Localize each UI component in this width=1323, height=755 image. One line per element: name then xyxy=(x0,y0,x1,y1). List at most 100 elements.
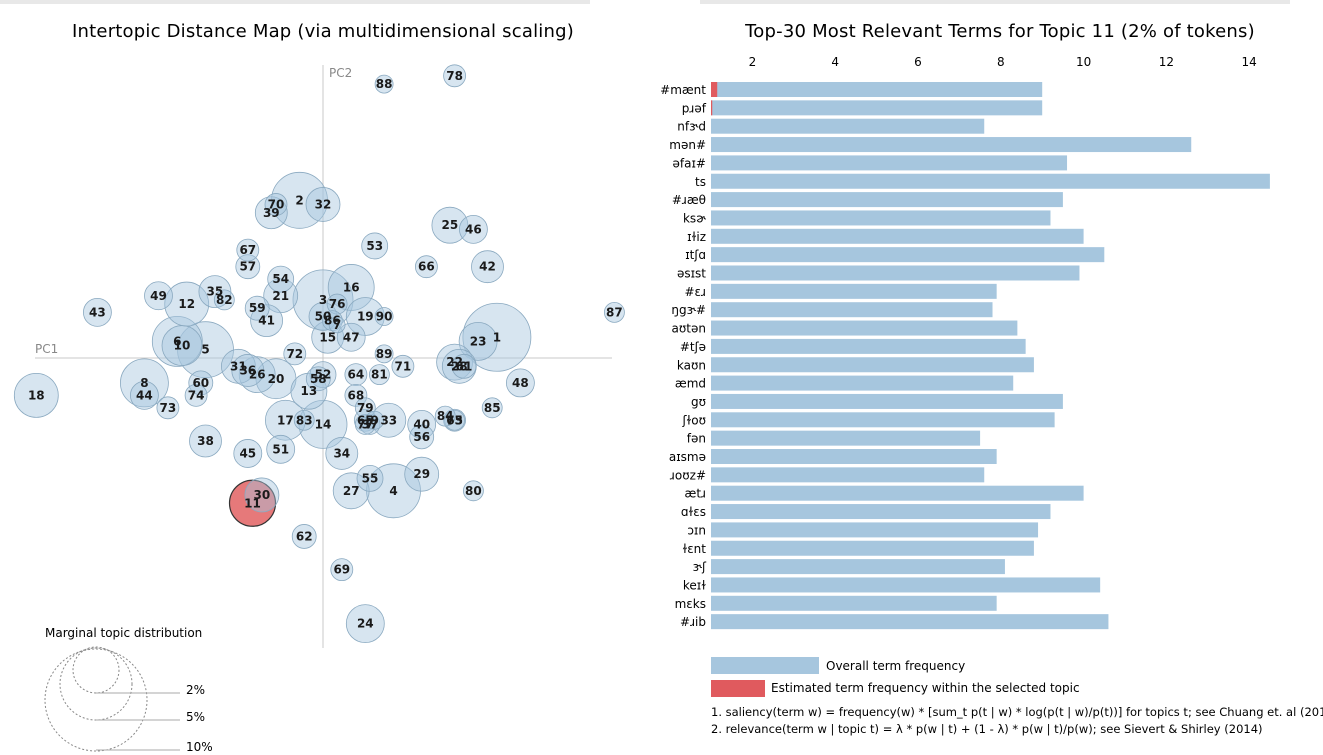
term-label-14[interactable]: #tʃə xyxy=(680,340,706,354)
topic-bubble-86[interactable] xyxy=(321,310,343,332)
topic-bubble-27[interactable] xyxy=(332,472,370,510)
topic-bubble-29[interactable] xyxy=(404,456,440,492)
term-label-1[interactable]: pɹəf xyxy=(682,101,707,115)
term-label-2[interactable]: nfɝd xyxy=(677,120,706,134)
overall-bar-13[interactable] xyxy=(711,320,1018,336)
overall-bar-14[interactable] xyxy=(711,338,1026,354)
overall-bar-1[interactable] xyxy=(711,100,1043,116)
term-label-27[interactable]: keɪɫ xyxy=(683,578,706,592)
term-label-19[interactable]: fən xyxy=(687,432,706,446)
term-label-12[interactable]: ŋgɝ# xyxy=(671,303,706,317)
topic-bubble-17[interactable] xyxy=(264,399,306,441)
overall-bar-11[interactable] xyxy=(711,283,997,299)
topic-bubble-80[interactable] xyxy=(462,480,484,502)
topic-bubble-56[interactable] xyxy=(409,424,435,450)
term-label-8[interactable]: ɪɫiz xyxy=(687,230,706,244)
overall-bar-5[interactable] xyxy=(711,173,1270,189)
topic-bubble-18[interactable] xyxy=(13,372,59,418)
topic-bubble-10[interactable] xyxy=(161,325,203,366)
term-label-17[interactable]: gʊ xyxy=(691,395,706,409)
topic-bubble-70[interactable] xyxy=(264,193,288,216)
topic-bubble-16[interactable] xyxy=(327,264,375,311)
overall-bar-22[interactable] xyxy=(711,485,1084,501)
overall-bar-27[interactable] xyxy=(711,577,1101,593)
topic-bubble-62[interactable] xyxy=(291,524,317,549)
topic-bubbles[interactable]: 1234567891011121314151617181920212223242… xyxy=(13,64,625,643)
topic-bubble-85[interactable] xyxy=(481,397,503,419)
term-label-29[interactable]: #ɹib xyxy=(680,615,706,629)
overall-bar-24[interactable] xyxy=(711,522,1039,538)
topic-bubble-47[interactable] xyxy=(336,322,366,352)
topic-bubble-36[interactable] xyxy=(231,354,265,387)
topic-bubble-40[interactable] xyxy=(407,409,437,439)
topic-bubble-39[interactable] xyxy=(254,196,288,230)
topic-bubble-8[interactable] xyxy=(119,358,169,408)
term-label-25[interactable]: ɫɛnt xyxy=(682,542,706,556)
term-label-16[interactable]: æmd xyxy=(675,377,706,391)
topic-bubble-67[interactable] xyxy=(236,238,260,262)
topic-bubble-22[interactable] xyxy=(436,343,474,381)
topic-bubble-24[interactable] xyxy=(345,604,385,643)
topic-bubble-69[interactable] xyxy=(330,558,354,582)
topic-bubble-33[interactable] xyxy=(371,402,407,438)
topic-bubble-43[interactable] xyxy=(83,297,112,327)
topic-bubble-76[interactable] xyxy=(326,293,348,315)
topic-bubble-13[interactable] xyxy=(290,372,328,410)
topic-bubble-6[interactable] xyxy=(151,315,203,367)
topic-bubble-71[interactable] xyxy=(391,354,415,378)
term-label-13[interactable]: aʊtən xyxy=(672,322,706,336)
topic-bubble-87[interactable] xyxy=(604,301,625,323)
overall-bar-10[interactable] xyxy=(711,265,1080,281)
topic-bubble-64[interactable] xyxy=(344,363,368,387)
topic-bubble-68[interactable] xyxy=(344,383,368,407)
term-label-20[interactable]: aɪsmə xyxy=(669,450,706,464)
topic-bubble-42[interactable] xyxy=(471,250,504,284)
topic-bubble-3[interactable] xyxy=(292,269,354,331)
overall-bar-12[interactable] xyxy=(711,302,993,318)
term-label-6[interactable]: #ɹæθ xyxy=(672,193,706,207)
topic-bubble-61[interactable] xyxy=(451,353,477,379)
topic-bubble-54[interactable] xyxy=(267,265,295,293)
topic-bubble-32[interactable] xyxy=(305,187,341,222)
topic-bubble-26[interactable] xyxy=(238,356,276,394)
overall-bar-29[interactable] xyxy=(711,614,1109,630)
term-label-18[interactable]: ʃɫoʊ xyxy=(681,413,706,427)
topic-bubble-30[interactable] xyxy=(244,477,280,513)
topic-bubble-48[interactable] xyxy=(506,368,535,398)
overall-bar-17[interactable] xyxy=(711,393,1063,409)
term-label-24[interactable]: ɔɪn xyxy=(687,523,706,537)
topic-bubble-9[interactable] xyxy=(365,410,385,430)
topic-bubble-57[interactable] xyxy=(235,254,261,280)
term-label-11[interactable]: #ɛɹ xyxy=(684,285,706,299)
topic-bubble-83[interactable] xyxy=(293,409,315,431)
overall-bar-18[interactable] xyxy=(711,412,1055,428)
overall-bar-15[interactable] xyxy=(711,357,1034,373)
topic-bubble-44[interactable] xyxy=(129,380,159,410)
topic-bubble-45[interactable] xyxy=(233,439,263,468)
overall-bar-19[interactable] xyxy=(711,430,981,446)
topic-bubble-25[interactable] xyxy=(431,206,469,244)
topic-bubble-73[interactable] xyxy=(156,396,180,420)
overall-bar-28[interactable] xyxy=(711,595,997,611)
overall-bar-3[interactable] xyxy=(711,137,1192,153)
overall-bar-9[interactable] xyxy=(711,247,1105,263)
topic-bubble-49[interactable] xyxy=(144,281,173,311)
overall-bar-0[interactable] xyxy=(711,82,1043,97)
topic-bubble-34[interactable] xyxy=(325,437,359,470)
topic-bubble-77[interactable] xyxy=(354,413,376,435)
overall-bar-26[interactable] xyxy=(711,559,1005,575)
topic-bubble-66[interactable] xyxy=(414,255,438,279)
topic-bubble-81[interactable] xyxy=(368,364,390,386)
overall-bar-6[interactable] xyxy=(711,192,1063,208)
overall-bar-2[interactable] xyxy=(711,118,985,134)
topic-bubble-11[interactable] xyxy=(228,479,277,527)
term-label-7[interactable]: ksɚ xyxy=(683,211,706,225)
topic-bubble-82[interactable] xyxy=(213,289,235,311)
overall-bar-7[interactable] xyxy=(711,210,1051,226)
topic-bubble-2[interactable] xyxy=(271,171,328,229)
overall-bar-4[interactable] xyxy=(711,155,1068,171)
topic-bubble-90[interactable] xyxy=(374,307,394,326)
term-label-28[interactable]: mɛks xyxy=(675,597,706,611)
topic-bubble-78[interactable] xyxy=(443,64,467,88)
topic-bubble-60[interactable] xyxy=(188,370,214,396)
